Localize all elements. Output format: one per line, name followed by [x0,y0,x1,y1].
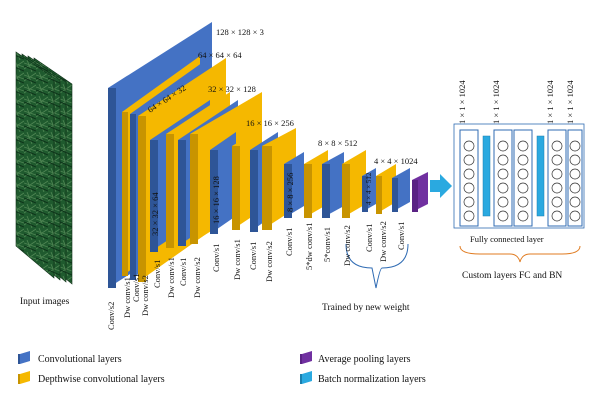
fc-layer-label: Fully connected layer [470,234,544,244]
layer-label: Conv/s1 [364,224,374,252]
layer-label: 5*dw conv/s1 [304,223,314,270]
arrow-icon [430,174,452,198]
dim-16: 16 × 16 × 256 [246,118,294,128]
conv-layer-10 [392,168,410,212]
layer-label: Dw conv/s2 [264,241,274,282]
dim-128: 128 × 128 × 3 [216,27,264,37]
layer-label: Conv/s2 [106,302,116,330]
dw-layer-8 [342,150,366,218]
dim-4: 4 × 4 × 1024 [374,156,418,166]
dim-32-in: 32 × 32 × 64 [150,192,160,236]
trained-bracket [345,243,409,289]
legend-item-conv: Convolutional layers [18,351,122,365]
layer-label: Conv/s1 [131,274,141,302]
fc-dim-3: 1 × 1 × 1024 [545,80,555,124]
bn-layer [536,135,545,217]
legend-item-dw: Depthwise convolutional layers [18,371,165,385]
legend: Convolutional layers Depthwise convoluti… [18,351,426,385]
conv-layer-7 [284,152,304,218]
fc-column [493,129,513,227]
legend-conv-label: Convolutional layers [38,354,122,365]
layer-label: Dw conv/s2 [140,275,150,316]
layer-label: Conv/s1 [248,242,258,270]
dw-layer-9 [376,164,396,214]
dim-8-in: 8 × 8 × 256 [285,173,295,212]
layer-label: 5*conv/s1 [322,227,332,262]
fc-block [453,123,585,229]
layer-label: Conv/s1 [284,228,294,256]
legend-item-pool: Average pooling layers [300,351,411,365]
trained-label: Trained by new weight [322,303,410,313]
fc-dim-2: 1 × 1 × 1024 [491,80,501,124]
legend-item-bn: Batch normalization layers [300,371,426,385]
layer-label: Dw conv/s1 [232,239,242,280]
input-image-layer [15,51,55,279]
conv-layer-8 [322,152,344,218]
layer-label: Dw conv/s1 [122,277,132,318]
layer-label: Dw conv/s1 [166,257,176,298]
layer-label: Conv/s1 [178,258,188,286]
legend-dw-label: Depthwise convolutional layers [38,374,165,385]
fc-dim-4: 1 × 1 × 1024 [565,80,575,124]
dim-8: 8 × 8 × 512 [318,138,357,148]
layer-label: Conv/s1 [396,222,406,250]
dim-64: 64 × 64 × 64 [198,50,242,60]
fc-container [453,123,585,229]
layer-label: Dw conv/s2 [378,221,388,262]
conv-layer-5 [210,132,236,234]
fc-column [459,129,479,227]
layer-label: Conv/s1 [152,260,162,288]
pool-swatch-icon [302,351,312,364]
dim-32: 32 × 32 × 128 [208,84,256,94]
bn-swatch-icon [302,371,312,384]
layer-label: Dw conv/s2 [192,257,202,298]
layer-label: Conv/s1 [211,244,221,272]
layer-label: Dw conv/s2 [342,225,352,266]
input-image-stack [15,51,73,285]
dw-swatch-icon [20,371,30,384]
fc-column [567,129,583,227]
fc-dim-1: 1 × 1 × 1024 [457,80,467,124]
custom-layers-label: Custom layers FC and BN [462,271,562,281]
legend-pool-label: Average pooling layers [318,354,411,365]
fc-bracket [459,245,581,263]
avg-pool-layer [412,172,428,212]
dim-4-in: 4 × 4 × 512 [365,172,373,205]
conv-swatch-icon [20,351,30,364]
bn-layer [482,135,491,217]
dim-16-in: 16 × 16 × 128 [211,176,221,224]
legend-bn-label: Batch normalization layers [318,374,426,385]
fc-column [513,129,533,227]
fc-column [547,129,567,227]
input-images-label: Input images [20,297,70,307]
conv-layer-9 [362,168,376,212]
